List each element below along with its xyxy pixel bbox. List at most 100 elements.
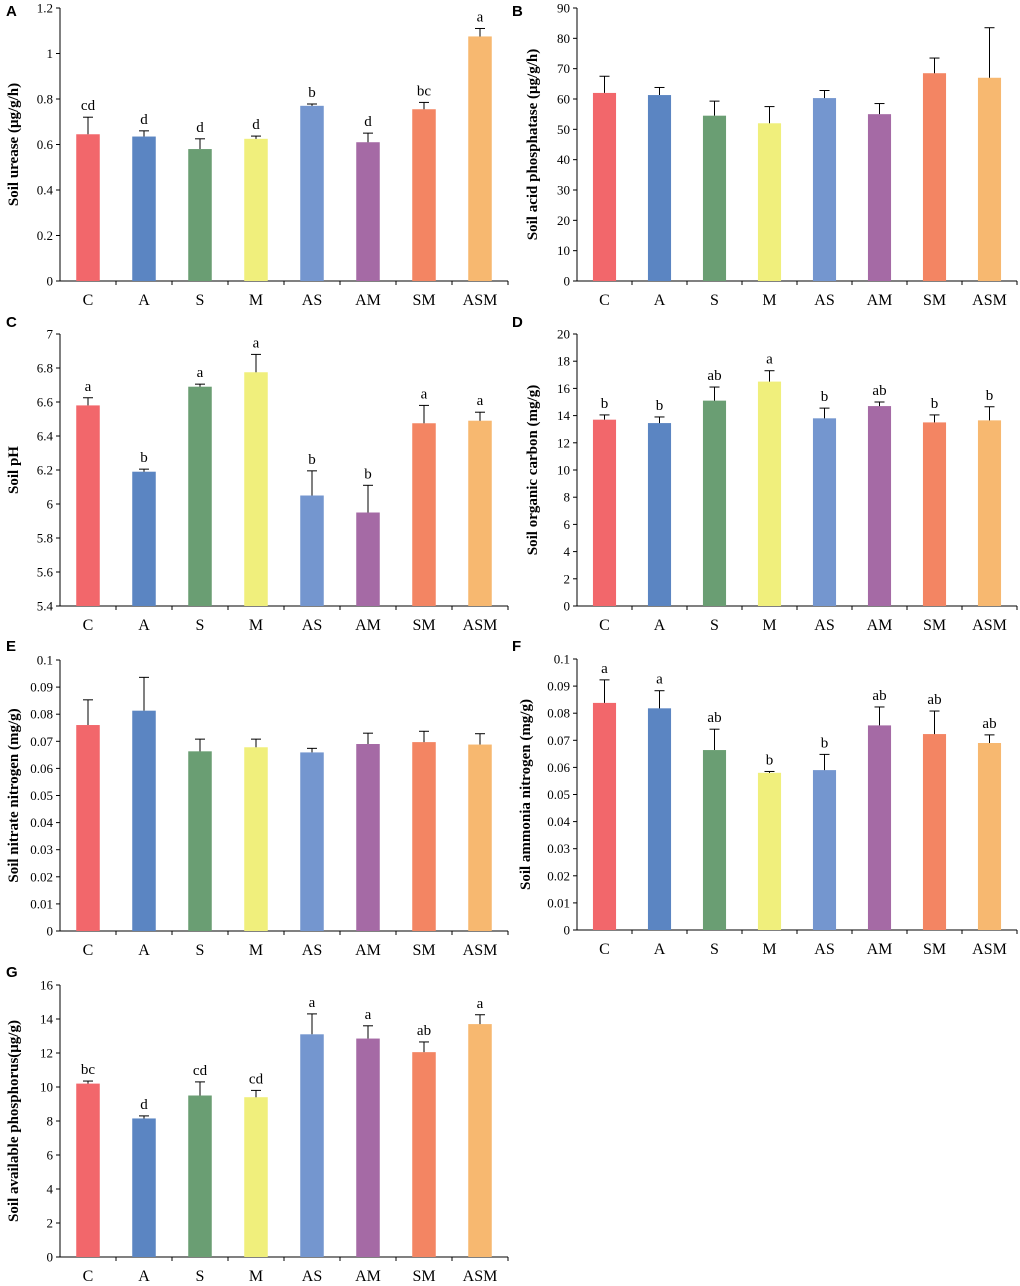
panel-g-x-tick-label-s: S	[196, 1268, 205, 1285]
panel-f-y-tick-label: 0	[564, 923, 571, 938]
panel-d-y-tick-label: 20	[557, 327, 570, 342]
panel-e-y-tick-label: 0.01	[30, 896, 53, 911]
panel-g-y-tick-label: 4	[47, 1182, 54, 1197]
panel-g-sig-label-c: bc	[81, 1062, 96, 1078]
panel-c-y-tick-label: 7	[47, 327, 54, 342]
panel-a-bar-a	[132, 136, 156, 281]
panel-c-letter: C	[6, 314, 17, 331]
panel-d-y-tick-label: 12	[557, 435, 570, 450]
panel-a-x-tick-label-am: AM	[355, 292, 381, 309]
panel-c-x-tick-label-a: A	[138, 617, 150, 634]
panel-b-y-tick-label: 80	[557, 31, 570, 46]
panel-g-sig-label-sm: ab	[417, 1023, 431, 1039]
panel-d-x-tick-label-s: S	[710, 617, 719, 634]
panel-d-sig-label-s: ab	[707, 368, 721, 384]
panel-c-y-tick-label: 6.2	[37, 463, 53, 478]
panel-c-x-tick-label-s: S	[196, 617, 205, 634]
panel-g-bar-m	[244, 1097, 268, 1257]
panel-c-y-axis-label: Soil pH	[6, 446, 22, 494]
panel-c-x-tick-label-as: AS	[302, 617, 322, 634]
panel-f-y-tick-label: 0.1	[554, 652, 570, 667]
panel-e-x-tick-label-asm: ASM	[463, 942, 498, 959]
panel-b-x-tick-label-m: M	[762, 292, 776, 309]
panel-c-bar-s	[188, 386, 212, 606]
panel-e-bar-as	[300, 752, 324, 931]
panel-e-bar-c	[76, 725, 100, 931]
panel-f-sig-label-a: a	[656, 672, 663, 688]
panel-a-bar-am	[356, 142, 380, 281]
panel-g-x-tick-label-c: C	[83, 1268, 94, 1285]
panel-b-x-tick-label-asm: ASM	[972, 292, 1007, 309]
panel-c-y-tick-label: 6.4	[37, 429, 54, 444]
panel-d-sig-label-m: a	[766, 352, 773, 368]
panel-g-x-tick-label-as: AS	[302, 1268, 322, 1285]
panel-c-y-tick-label: 5.8	[37, 531, 53, 546]
panel-c-y-tick-label: 5.4	[37, 599, 54, 614]
panel-a-sig-label-asm: a	[477, 9, 484, 25]
panel-d-y-tick-label: 16	[557, 381, 571, 396]
panel-a-x-tick-label-asm: ASM	[463, 292, 498, 309]
panel-a-y-tick-label: 0	[47, 274, 54, 289]
panel-a-bar-c	[76, 134, 100, 281]
panel-f-y-tick-label: 0.06	[547, 760, 570, 775]
panel-a-x-tick-label-sm: SM	[412, 292, 435, 309]
panel-a-y-tick-label: 0.8	[37, 92, 53, 107]
panel-c-y-tick-label: 6	[47, 497, 54, 512]
panel-a-y-tick-label: 1.2	[37, 1, 53, 16]
panel-f-y-tick-label: 0.04	[547, 814, 570, 829]
panel-d-bar-sm	[922, 422, 947, 606]
panel-c-bar-m	[244, 372, 268, 606]
panel-d-bar-as	[812, 418, 837, 606]
panel-b-y-tick-label: 0	[564, 274, 571, 289]
panel-g-y-tick-label: 8	[47, 1114, 54, 1129]
panel-g-bar-sm	[412, 1052, 436, 1257]
panel-a-x-tick-label-as: AS	[302, 292, 322, 309]
panel-d-y-tick-label: 8	[564, 490, 571, 505]
panel-c-y-tick-label: 5.6	[37, 565, 54, 580]
panel-g-y-tick-label: 2	[47, 1216, 54, 1231]
panel-g-bar-am	[356, 1038, 380, 1257]
panel-a-x-tick-label-a: A	[138, 292, 150, 309]
panel-e-y-tick-label: 0.09	[30, 680, 53, 695]
panel-f-y-tick-label: 0.09	[547, 679, 570, 694]
panel-f-y-axis-label: Soil ammonia nitrogen (mg/g)	[518, 699, 534, 890]
panel-d-bar-c	[592, 419, 617, 606]
panel-b-bar-m	[757, 123, 782, 282]
panel-f-y-tick-label: 0.05	[547, 787, 570, 802]
panel-e-bar-asm	[468, 744, 492, 931]
panel-c-sig-label-c: a	[85, 379, 92, 395]
panel-g-y-axis-label: Soil available phosphorus(μg/g)	[6, 1020, 22, 1222]
panel-e-y-tick-label: 0.1	[37, 653, 53, 668]
panel-e-bar-a	[132, 710, 156, 931]
panel-g-y-tick-label: 14	[40, 1012, 54, 1027]
panel-f-sig-label-s: ab	[707, 710, 721, 726]
panel-d-y-tick-label: 10	[557, 463, 570, 478]
panel-d-sig-label-sm: b	[931, 396, 939, 412]
panel-e-y-tick-label: 0.02	[30, 869, 53, 884]
panel-a-x-tick-label-m: M	[249, 292, 263, 309]
panel-f-x-tick-label-am: AM	[867, 941, 893, 958]
panel-g-sig-label-as: a	[309, 995, 316, 1011]
panel-d-y-tick-label: 6	[564, 517, 571, 532]
panel-a-sig-label-m: d	[252, 117, 260, 133]
panel-a-sig-label-c: cd	[81, 98, 96, 114]
panel-e-x-tick-label-c: C	[83, 942, 94, 959]
panel-c-sig-label-s: a	[197, 365, 204, 381]
panel-g-bar-c	[76, 1083, 100, 1257]
panel-b-y-tick-label: 40	[557, 152, 570, 167]
panel-f-x-tick-label-asm: ASM	[972, 941, 1007, 958]
panel-c-sig-label-a: b	[140, 450, 148, 466]
panel-a-y-axis-label: Soil urease (μg/g/h)	[6, 83, 22, 206]
panel-b-bar-sm	[922, 73, 947, 281]
panel-e-bar-m	[244, 747, 268, 931]
panel-c-bar-c	[76, 405, 100, 606]
panel-c: C Soil pH 5.4 5.6 5.8 6 6.2 6.4 6.6 6.8 7 a Cb Aa Sa Mb…	[6, 314, 509, 634]
panel-d-bar-asm	[977, 420, 1002, 606]
panel-a-x-tick-label-c: C	[83, 292, 94, 309]
panel-d-y-axis-label: Soil organic carbon (mg/g)	[525, 385, 541, 555]
panel-f-y-tick-label: 0.07	[547, 733, 570, 748]
panel-b-bar-a	[647, 95, 672, 281]
panel-a-x-tick-label-s: S	[196, 292, 205, 309]
panel-e-y-tick-label: 0.05	[30, 788, 53, 803]
